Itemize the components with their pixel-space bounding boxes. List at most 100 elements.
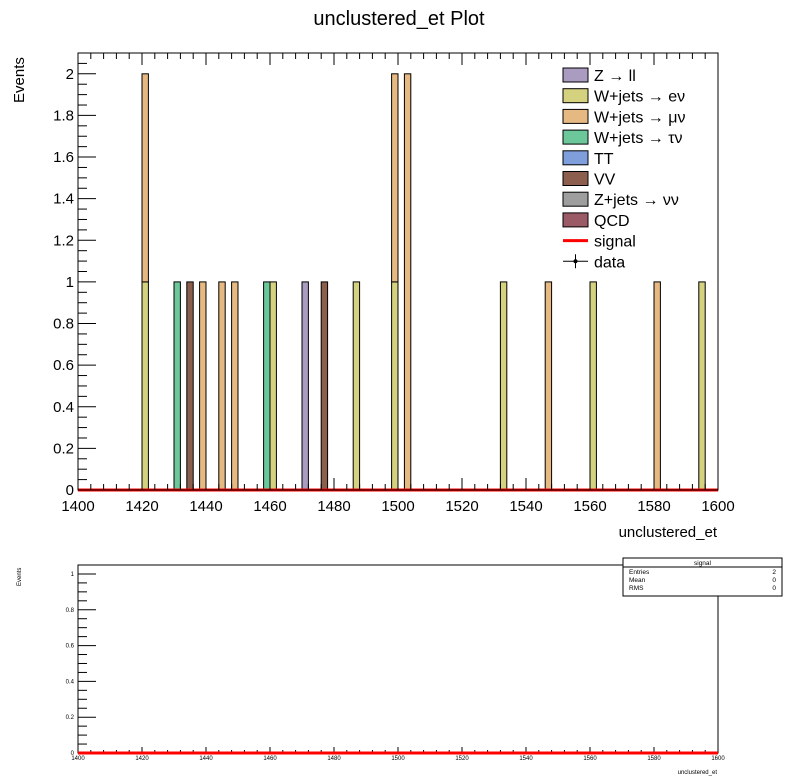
bar-1476-vv	[320, 281, 329, 491]
bar-1430-w-jets	[173, 281, 181, 491]
main-axes: 1400 1420 1440 1460 1480 1500 1520 1540 1560 1580…	[53, 52, 735, 515]
ratio-x-tick-label: 1580	[647, 756, 661, 762]
y-tick-label: 1.6	[53, 149, 74, 166]
ratio-x-tick-label: 1400	[71, 756, 85, 762]
ratio-y-tick-label: 0	[71, 751, 75, 757]
stats-box: signal Entries 2 Mean 0 RMS 0	[622, 557, 783, 597]
y-tick-label: 0.2	[53, 440, 74, 457]
legend-label: Z+jets → νν	[594, 192, 679, 209]
legend-swatch	[562, 191, 589, 207]
legend-swatch	[562, 129, 589, 145]
legend-label: W+jets → eν	[594, 89, 685, 106]
legend-label: VV	[594, 172, 616, 189]
main-ylabel: Events	[11, 57, 28, 103]
stats-value-mean: 0	[772, 577, 776, 584]
ratio-x-tick-label: 1420	[135, 756, 149, 762]
stats-box-frame	[622, 557, 783, 597]
legend: Z → ll W+jets → eν W+jets → μν W+jets → τν T…	[562, 67, 685, 271]
stats-value-rms: 0	[772, 585, 776, 592]
y-tick-label: 2	[66, 66, 74, 83]
x-tick-label: 1580	[637, 498, 670, 515]
bar-1470-z-ll	[301, 281, 309, 491]
legend-swatch	[562, 171, 589, 186]
stats-value-entries: 2	[772, 569, 776, 576]
x-tick-label: 1540	[509, 498, 542, 515]
stats-label-rms: RMS	[629, 585, 644, 592]
stats-box-title: signal	[694, 560, 712, 567]
ratio-frame	[77, 564, 719, 754]
legend-label: W+jets → μν	[594, 109, 685, 126]
ratio-x-tick-label: 1440	[199, 756, 213, 762]
legend-label: QCD	[594, 213, 630, 230]
bar-1448-w-jets	[231, 281, 239, 491]
bar-1420-w-jets-e	[141, 281, 149, 491]
legend-swatch	[562, 88, 589, 104]
bar-1486-w-jets-e	[352, 281, 361, 491]
legend-item-signal: signal	[563, 234, 636, 251]
x-tick-label: 1460	[253, 498, 286, 515]
legend-swatch	[562, 67, 589, 83]
bar-1594-w-jets-e	[698, 281, 706, 491]
x-tick-label: 1560	[573, 498, 606, 515]
bar-1498-w-jets	[391, 73, 399, 283]
x-tick-label: 1600	[701, 498, 734, 515]
ratio-xlabel: unclustered_et	[678, 770, 718, 776]
legend-label: signal	[594, 234, 636, 251]
main-xlabel: unclustered_et	[619, 524, 718, 541]
bar-1460-w-jets-e	[269, 281, 277, 491]
ratio-x-tick-label: 1480	[327, 756, 341, 762]
ratio-y-tick-label: 1	[71, 572, 75, 578]
y-tick-label: 0.4	[53, 399, 74, 416]
ratio-x-tick-label: 1500	[391, 756, 405, 762]
ratio-x-tick-label: 1560	[583, 756, 597, 762]
legend-item-w-jets-e: W+jets → eν	[562, 88, 685, 106]
bar-1502-w-jets	[403, 73, 412, 491]
legend-swatch	[562, 108, 589, 124]
legend-item-w-jets: W+jets → μν	[562, 108, 685, 126]
legend-item-data: data	[563, 254, 625, 271]
ratio-y-tick-label: 0.4	[66, 679, 75, 685]
bar-1438-w-jets	[199, 281, 207, 491]
ratio-x-tick-label: 1540	[519, 756, 533, 762]
stats-label-mean: Mean	[629, 577, 646, 584]
y-tick-label: 0	[66, 482, 74, 499]
legend-item-tt: TT	[562, 150, 614, 168]
bar-1458-w-jets	[263, 281, 271, 491]
ratio-x-tick-label: 1460	[263, 756, 277, 762]
ratio-y-tick-label: 0.6	[66, 644, 75, 650]
bar-1546-w-jets	[544, 281, 553, 491]
bar-1420-w-jets	[141, 73, 149, 283]
bar-1532-w-jets-e	[499, 281, 508, 491]
y-tick-label: 0.6	[53, 357, 74, 374]
ratio-y-tick-label: 0.2	[66, 715, 75, 721]
legend-swatch	[562, 212, 589, 228]
stats-label-entries: Entries	[629, 569, 650, 576]
bar-1580-w-jets	[653, 281, 661, 491]
bar-1444-w-jets	[218, 281, 226, 491]
y-tick-label: 1	[66, 274, 74, 291]
legend-swatch	[562, 150, 589, 166]
x-tick-label: 1420	[125, 498, 158, 515]
legend-item-vv: VV	[562, 171, 616, 189]
legend-label: Z → ll	[594, 68, 636, 85]
y-tick-label: 1.4	[53, 191, 74, 208]
ratio-x-tick-label: 1520	[455, 756, 469, 762]
x-tick-label: 1400	[61, 498, 94, 515]
ratio-x-tick-label: 1600	[711, 756, 725, 762]
x-tick-label: 1500	[381, 498, 414, 515]
x-tick-label: 1520	[445, 498, 478, 515]
legend-marker-dot	[573, 259, 578, 264]
legend-label: W+jets → τν	[594, 130, 683, 147]
x-tick-label: 1440	[189, 498, 222, 515]
bar-1498-w-jets-e	[391, 281, 399, 491]
legend-label: data	[594, 254, 625, 271]
main-bars	[78, 73, 718, 492]
legend-item-z-jets: Z+jets → νν	[562, 191, 679, 209]
main-plot-title: unclustered_et Plot	[313, 8, 485, 30]
legend-item-w-jets: W+jets → τν	[562, 129, 683, 147]
y-tick-label: 0.8	[53, 316, 74, 333]
ratio-plot: 0 0.2 0.4 0.6 0.8 1 1400 1420 1440 1460 1480 1500 15…	[17, 557, 783, 776]
ratio-y-tick-label: 0.8	[66, 608, 75, 614]
